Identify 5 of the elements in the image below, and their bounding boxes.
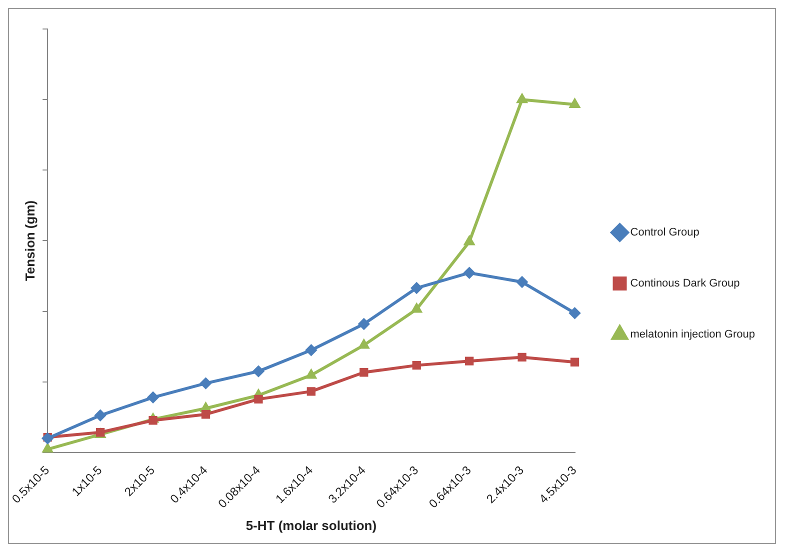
- legend-label: Continous Dark Group: [630, 278, 740, 290]
- y-axis-title: Tension (gm): [22, 200, 38, 282]
- legend-label: Control Group: [630, 226, 700, 239]
- x-axis-title: 5-HT (molar solution): [246, 518, 377, 533]
- legend-label: melatonin injection Group: [630, 328, 756, 341]
